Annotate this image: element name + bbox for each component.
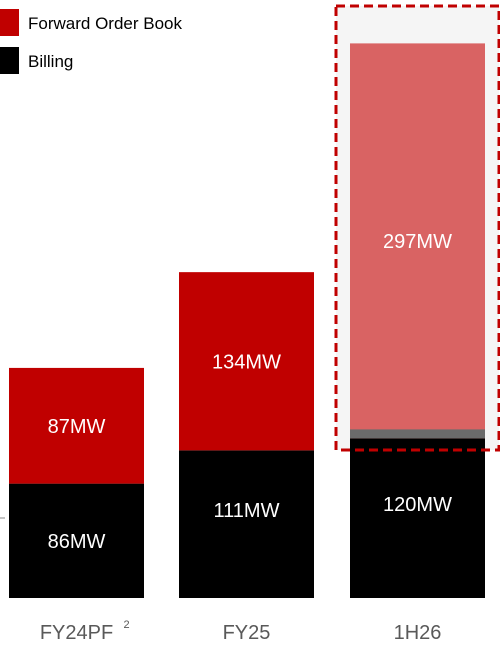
bar-billing-fy25 xyxy=(179,450,314,598)
value-label-forward-order-book-fy25: 134MW xyxy=(212,351,281,373)
category-label-fy24pf: FY24PF xyxy=(40,622,113,644)
legend: Forward Order Book Billing xyxy=(0,9,182,74)
bar-forward-order-book-fy25 xyxy=(179,272,314,451)
labels-group: 86MW 87MW FY24PF 2 111MW 134MW FY25 120MW 297MW 1… xyxy=(40,231,452,644)
category-superscript-fy24pf: 2 xyxy=(124,619,130,631)
value-label-billing-1h26: 120MW xyxy=(383,494,452,516)
bar-forward-order-book-fy24pf xyxy=(9,367,144,484)
bar-billing-fy24pf xyxy=(9,483,144,598)
value-label-billing-fy24pf: 86MW xyxy=(48,531,106,553)
category-label-1h26: 1H26 xyxy=(394,622,442,644)
value-label-billing-fy25: 111MW xyxy=(214,500,280,522)
legend-swatch-billing xyxy=(0,47,19,74)
bar-billing-1h26 xyxy=(350,438,485,598)
category-label-fy25: FY25 xyxy=(223,622,271,644)
value-label-forward-order-book-fy24pf: 87MW xyxy=(48,416,106,438)
bars-group xyxy=(9,43,485,598)
bar-separator-1h26 xyxy=(350,429,485,439)
legend-label-forward-order-book: Forward Order Book xyxy=(28,14,182,33)
legend-swatch-forward-order-book xyxy=(0,9,19,36)
bar-forward-order-book-1h26 xyxy=(350,43,485,439)
legend-label-billing: Billing xyxy=(28,52,73,71)
value-label-forward-order-book-1h26: 297MW xyxy=(383,231,452,253)
highlight-dashed-border xyxy=(334,4,500,452)
